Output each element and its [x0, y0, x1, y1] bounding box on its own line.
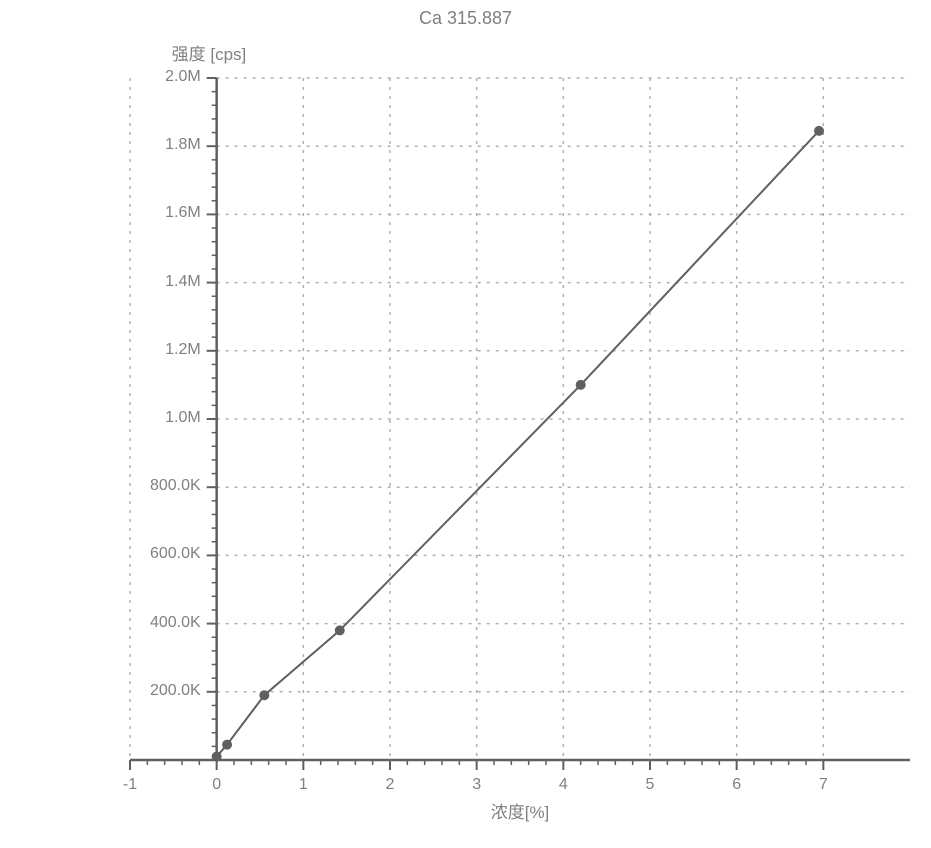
data-point — [576, 380, 586, 390]
x-tick-label: 5 — [635, 776, 665, 794]
y-tick-label: 1.0M — [165, 409, 201, 427]
x-tick-label: 4 — [548, 776, 578, 794]
x-tick-label: 3 — [462, 776, 492, 794]
y-tick-label: 1.6M — [165, 204, 201, 222]
chart-container: Ca 315.887 强度 [cps] 浓度[%] -1 0 1 2 3 4 5 6 7 200.… — [0, 0, 931, 848]
y-tick-label: 2.0M — [165, 68, 201, 86]
y-tick-label: 1.2M — [165, 341, 201, 359]
x-tick-label: 2 — [375, 776, 405, 794]
y-tick-label: 200.0K — [150, 682, 201, 700]
chart-title: Ca 315.887 — [0, 8, 931, 29]
data-point — [814, 126, 824, 136]
x-tick-label: 7 — [808, 776, 838, 794]
y-tick-label: 800.0K — [150, 477, 201, 495]
data-point — [212, 752, 222, 762]
x-tick-label: -1 — [115, 776, 145, 794]
x-axis-title: 浓度[%] — [130, 798, 910, 823]
data-point — [335, 625, 345, 635]
data-point — [259, 690, 269, 700]
y-tick-label: 1.8M — [165, 136, 201, 154]
chart-svg — [0, 0, 931, 848]
y-tick-label: 1.4M — [165, 273, 201, 291]
y-tick-label: 600.0K — [150, 545, 201, 563]
y-tick-label: 400.0K — [150, 614, 201, 632]
x-tick-label: 0 — [202, 776, 232, 794]
y-axis-title: 强度 [cps] — [172, 40, 247, 65]
x-tick-label: 6 — [722, 776, 752, 794]
x-tick-label: 1 — [288, 776, 318, 794]
data-point — [222, 740, 232, 750]
